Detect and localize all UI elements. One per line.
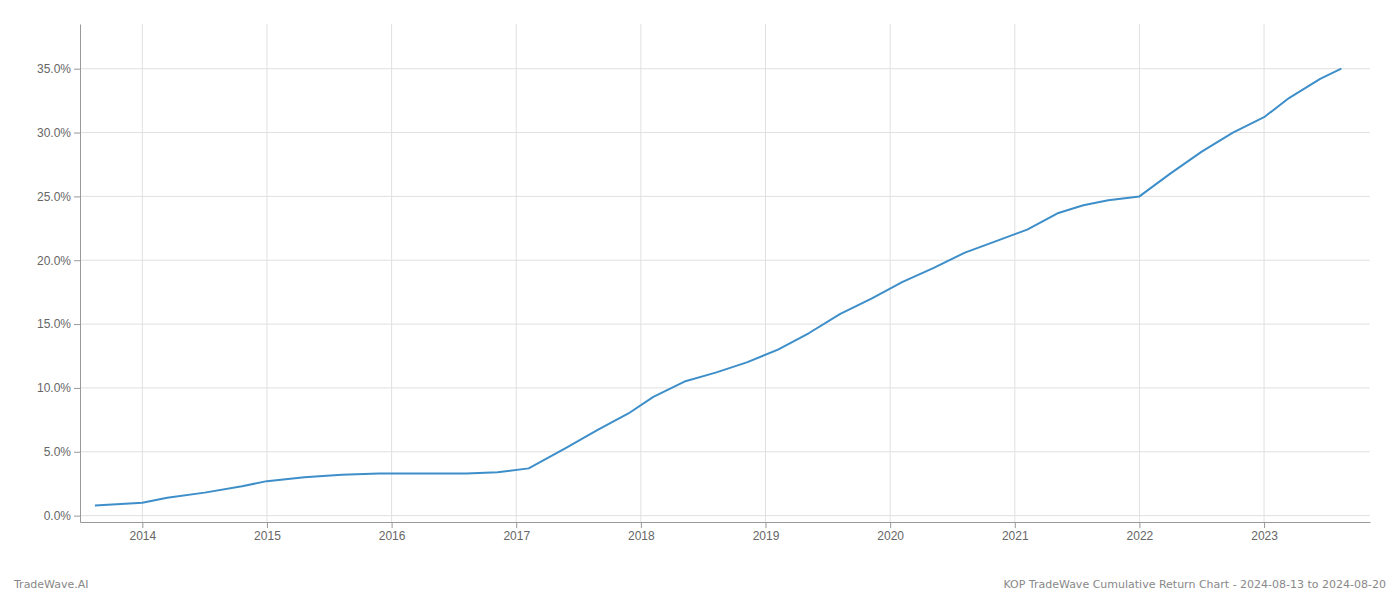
x-tick: 2018 — [628, 522, 655, 543]
grid-line — [80, 196, 1370, 197]
y-tick-label: 30.0% — [37, 126, 71, 140]
x-tick: 2023 — [1251, 522, 1278, 543]
y-tick: 30.0% — [37, 126, 80, 140]
y-tick-mark — [74, 324, 80, 325]
x-tick: 2019 — [753, 522, 780, 543]
y-axis: 0.0% 5.0% 10.0% 15.0% 20.0% 25.0% 30.0% 35.0% — [37, 25, 81, 523]
x-tick-label: 2021 — [1002, 529, 1029, 543]
x-tick-label: 2018 — [628, 529, 655, 543]
grid-line — [1139, 24, 1140, 522]
x-tick-label: 2023 — [1251, 529, 1278, 543]
x-tick-mark — [766, 522, 767, 528]
grid-line — [890, 24, 891, 522]
x-tick-label: 2020 — [877, 529, 904, 543]
y-tick-mark — [74, 452, 80, 453]
x-tick-mark — [641, 522, 642, 528]
x-tick: 2015 — [254, 522, 281, 543]
y-tick: 10.0% — [37, 381, 80, 395]
y-tick-label: 5.0% — [44, 445, 72, 459]
y-tick: 20.0% — [37, 254, 80, 268]
x-tick-label: 2017 — [503, 529, 530, 543]
x-tick-label: 2016 — [379, 529, 406, 543]
y-tick-mark — [74, 516, 80, 517]
x-tick-mark — [1015, 522, 1016, 528]
grid-line — [765, 24, 766, 522]
grid-line — [640, 24, 641, 522]
x-tick: 2020 — [877, 522, 904, 543]
footer-text: KOP TradeWave Cumulative Return Chart - … — [1003, 578, 1386, 591]
y-tick-mark — [74, 69, 80, 70]
x-tick-label: 2019 — [753, 529, 780, 543]
y-tick-label: 15.0% — [37, 317, 71, 331]
x-tick-label: 2014 — [129, 529, 156, 543]
line — [95, 69, 1341, 506]
grid-line — [80, 324, 1370, 325]
grid — [80, 24, 1370, 522]
x-tick-mark — [142, 522, 143, 528]
x-tick-label: 2022 — [1127, 529, 1154, 543]
y-tick-label: 10.0% — [37, 381, 71, 395]
x-tick: 2014 — [129, 522, 156, 543]
x-tick: 2016 — [379, 522, 406, 543]
y-tick: 5.0% — [44, 445, 80, 459]
y-tick-mark — [74, 260, 80, 261]
y-tick: 0.0% — [44, 509, 80, 523]
x-tick-mark — [1139, 522, 1140, 528]
y-tick-label: 0.0% — [44, 509, 72, 523]
grid-line — [80, 68, 1370, 69]
grid-line — [1264, 24, 1265, 522]
grid-line — [80, 260, 1370, 261]
grid-line — [80, 387, 1370, 388]
grid-line — [142, 24, 143, 522]
x-tick-mark — [392, 522, 393, 528]
grid-line — [80, 132, 1370, 133]
y-tick-label: 25.0% — [37, 190, 71, 204]
x-tick-label: 2015 — [254, 529, 281, 543]
x-axis-line — [81, 522, 1371, 523]
y-tick-mark — [74, 133, 80, 134]
grid-line — [391, 24, 392, 522]
marks — [95, 69, 1341, 506]
grid-line — [1014, 24, 1015, 522]
y-tick-label: 20.0% — [37, 254, 71, 268]
y-tick: 15.0% — [37, 317, 80, 331]
y-axis-line — [80, 25, 81, 523]
x-tick: 2022 — [1127, 522, 1154, 543]
y-tick: 35.0% — [37, 62, 80, 76]
grid-line — [80, 451, 1370, 452]
chart: 2014 2015 2016 2017 2018 2019 2020 2021 2022 2023… — [0, 0, 1400, 600]
x-tick: 2021 — [1002, 522, 1029, 543]
x-tick-mark — [516, 522, 517, 528]
y-tick-label: 35.0% — [37, 62, 71, 76]
plot: 2014 2015 2016 2017 2018 2019 2020 2021 2022 2023… — [37, 24, 1371, 543]
y-tick-mark — [74, 388, 80, 389]
y-tick-mark — [74, 196, 80, 197]
x-tick-mark — [890, 522, 891, 528]
grid-line — [516, 24, 517, 522]
grid-line — [266, 24, 267, 522]
x-tick-mark — [1264, 522, 1265, 528]
y-tick: 25.0% — [37, 190, 80, 204]
x-tick: 2017 — [503, 522, 530, 543]
x-axis: 2014 2015 2016 2017 2018 2019 2020 2021 2022 2023 — [81, 522, 1371, 543]
grid-line — [80, 515, 1370, 516]
x-tick-mark — [267, 522, 268, 528]
footer-text: TradeWave.AI — [13, 578, 89, 591]
